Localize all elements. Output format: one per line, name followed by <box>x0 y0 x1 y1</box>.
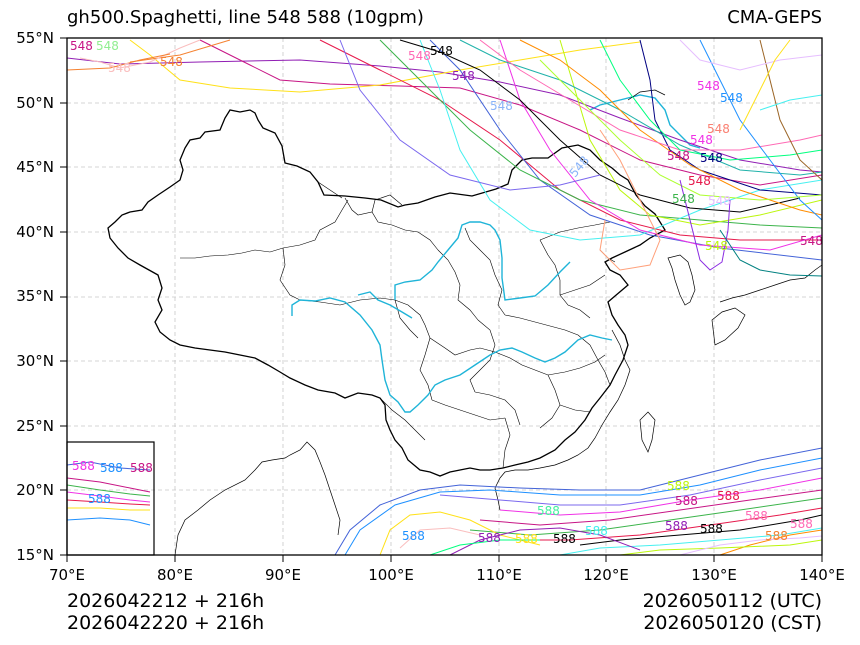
label-548: 548 <box>430 44 453 58</box>
label-588: 588 <box>478 531 501 545</box>
contour-labels-548: 548 548 548 548 548 548 548 548 548 548 … <box>70 39 823 253</box>
x-tick-110e: 110°E <box>476 566 522 584</box>
label-548: 548 <box>697 79 720 93</box>
x-tick-100e: 100°E <box>368 566 414 584</box>
x-tick-140e: 140°E <box>799 566 845 584</box>
label-588: 588 <box>745 509 768 523</box>
x-tick-130e: 130°E <box>691 566 737 584</box>
valid-time-cst: 2026050120 (CST) <box>643 612 822 634</box>
label-548: 548 <box>688 174 711 188</box>
label-588: 588 <box>665 519 688 533</box>
rivers <box>291 94 701 413</box>
label-548: 548 <box>108 61 131 75</box>
label-548: 548 <box>707 122 730 136</box>
label-548: 548 <box>720 91 743 105</box>
axes-frame <box>66 37 823 556</box>
label-588: 588 <box>537 504 560 518</box>
gridlines <box>67 38 822 555</box>
label-548: 548 <box>708 194 731 208</box>
y-tick-15n: 15°N <box>16 546 54 564</box>
label-588: 588 <box>585 524 608 538</box>
label-588: 588 <box>765 529 788 543</box>
label-588: 588 <box>515 532 538 546</box>
init-time: 2026042212 + 216h 2026042220 + 216h <box>67 590 264 634</box>
label-588: 588 <box>130 461 153 475</box>
axis-ticks <box>60 37 823 562</box>
contours-548 <box>67 39 822 277</box>
contour-labels-588: 588 588 588 588 588 588 588 588 588 588 … <box>72 459 813 546</box>
label-548: 548 <box>667 149 690 163</box>
label-548: 548 <box>96 39 119 53</box>
label-548: 548 <box>672 192 695 206</box>
china-border <box>107 109 666 477</box>
chart-title: gh500.Spaghetti, line 548 588 (10gpm) <box>67 7 424 28</box>
label-588: 588 <box>100 461 123 475</box>
label-548: 548 <box>70 39 93 53</box>
label-548: 548 <box>800 234 823 248</box>
y-tick-45n: 45°N <box>16 158 54 176</box>
contours-588 <box>67 447 822 555</box>
coastlines <box>174 89 822 555</box>
x-tick-80e: 80°E <box>156 566 194 584</box>
province-borders <box>180 181 616 469</box>
init-time-cst: 2026042220 + 216h <box>67 612 265 634</box>
y-tick-30n: 30°N <box>16 352 54 370</box>
y-tick-35n: 35°N <box>16 287 54 305</box>
label-548: 548 <box>705 239 728 253</box>
label-588: 588 <box>717 489 740 503</box>
label-548: 548 <box>700 151 723 165</box>
label-588: 588 <box>700 522 723 536</box>
label-588: 588 <box>72 459 95 473</box>
label-548: 548 <box>452 69 475 83</box>
label-588: 588 <box>553 532 576 546</box>
valid-time-utc: 2026050112 (UTC) <box>642 590 822 612</box>
y-tick-50n: 50°N <box>16 94 54 112</box>
x-tick-120e: 120°E <box>583 566 629 584</box>
model-name: CMA-GEPS <box>727 7 822 28</box>
label-588: 588 <box>790 517 813 531</box>
label-588: 588 <box>88 492 111 506</box>
label-588: 588 <box>675 494 698 508</box>
label-548: 548 <box>490 99 513 113</box>
label-548: 548 <box>690 133 713 147</box>
label-548: 548 <box>160 55 183 69</box>
label-588: 588 <box>402 529 425 543</box>
label-548: 548 <box>408 49 431 63</box>
x-tick-70e: 70°E <box>48 566 86 584</box>
label-588: 588 <box>667 479 690 493</box>
init-time-utc: 2026042212 + 216h <box>67 590 265 612</box>
valid-time: 2026050112 (UTC) 2026050120 (CST) <box>643 590 822 634</box>
y-tick-40n: 40°N <box>16 223 54 241</box>
x-tick-90e: 90°E <box>264 566 302 584</box>
y-tick-20n: 20°N <box>16 481 54 499</box>
y-tick-25n: 25°N <box>16 417 54 435</box>
y-tick-55n: 55°N <box>16 29 54 47</box>
